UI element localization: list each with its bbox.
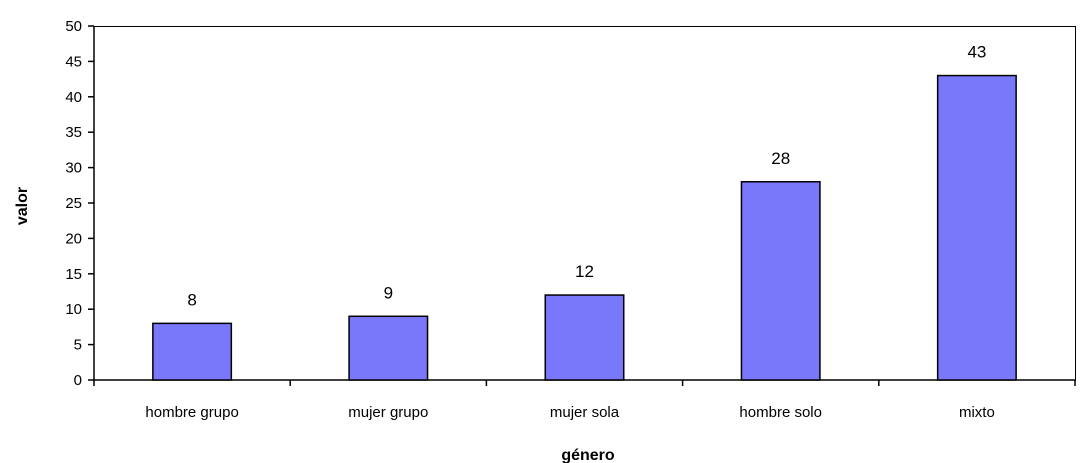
bar-series <box>152 74 1017 381</box>
plot-area <box>94 26 1076 381</box>
bar-hombre-solo <box>740 181 821 381</box>
y-tick-label: 10 <box>65 301 82 318</box>
plot-right-border <box>1075 26 1076 381</box>
x-axis: hombre grupo mujer grupo mujer sola hombre … <box>93 379 1076 421</box>
bar-mixto <box>936 74 1017 381</box>
data-label: 8 <box>187 290 196 309</box>
y-tick-label: 5 <box>74 337 82 354</box>
y-axis-title: valor <box>14 187 31 225</box>
y-tick-label: 20 <box>65 230 82 247</box>
plot-top-border <box>94 26 1076 27</box>
y-axis: 0 5 10 15 20 25 30 35 40 45 50 <box>65 18 95 389</box>
y-tick-label: 35 <box>65 124 82 141</box>
x-tick-label: hombre solo <box>739 404 822 421</box>
data-labels: 8 9 12 28 43 <box>187 43 986 310</box>
data-label: 43 <box>967 43 986 62</box>
y-tick-label: 25 <box>65 195 82 212</box>
x-tick-label: mixto <box>959 404 995 421</box>
y-tick-label: 45 <box>65 53 82 70</box>
data-label: 28 <box>771 149 790 168</box>
x-tick-label: mujer grupo <box>348 404 428 421</box>
data-label: 9 <box>384 283 393 302</box>
y-tick-label: 40 <box>65 89 82 106</box>
x-tick-label: hombre grupo <box>145 404 238 421</box>
x-tick-label: mujer sola <box>550 404 620 421</box>
bar-mujer-grupo <box>348 315 429 381</box>
data-label: 12 <box>575 262 594 281</box>
x-axis-title: género <box>561 447 615 463</box>
y-tick-label: 50 <box>65 18 82 35</box>
y-tick-label: 30 <box>65 160 82 177</box>
y-tick-label: 0 <box>74 372 82 389</box>
bar-mujer-sola <box>544 294 625 381</box>
y-tick-label: 15 <box>65 266 82 283</box>
bar-hombre-grupo <box>152 322 233 381</box>
